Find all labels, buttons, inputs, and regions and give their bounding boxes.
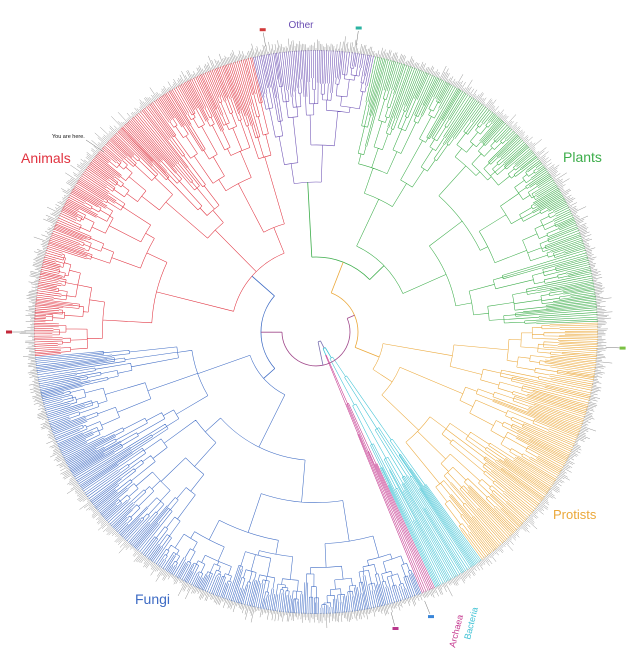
leaf-tip-layer: [19, 36, 613, 629]
marker-line: [424, 600, 431, 614]
marker-flag: [6, 330, 12, 334]
clade-plants: [356, 56, 598, 324]
leaf-tips: [19, 36, 613, 629]
marker-flag: [428, 615, 434, 619]
you-are-here-pointer: [85, 139, 105, 153]
clade-archaea: [325, 354, 435, 594]
marker-line: [390, 612, 395, 626]
backbone-eukaryote-a: [330, 261, 380, 358]
group-label-protists: Protists: [553, 507, 597, 522]
you-are-here-label: You are here.: [52, 134, 85, 140]
marker-line: [262, 32, 266, 47]
clade-bacteria: [329, 356, 482, 588]
group-label-plants: Plants: [563, 149, 602, 165]
backbone-eukaryote-b: [260, 314, 355, 367]
backbone-animals-fungi: [251, 275, 276, 379]
clade-protists: [372, 322, 599, 560]
clade-animals: [33, 57, 285, 357]
marker-flag: [259, 28, 266, 32]
clade-fungi: [35, 346, 422, 615]
group-label-bacteria: Bacteria: [462, 606, 480, 640]
marker-line: [356, 30, 359, 45]
clade-other: [253, 49, 374, 184]
group-label-archaea: Archaea: [447, 614, 465, 649]
marker-flag: [392, 627, 399, 630]
backbone-other-plants: [307, 182, 385, 280]
group-label-other: Other: [288, 20, 314, 31]
branch-layer: [33, 49, 599, 615]
group-label-animals: Animals: [21, 150, 71, 166]
backbone-root: [317, 340, 325, 366]
marker-flag: [619, 346, 626, 350]
marker-line: [605, 346, 620, 349]
backbone-prokaryote: [322, 347, 332, 359]
marker-flag: [355, 26, 362, 30]
marker-layer: [6, 26, 626, 630]
group-label-fungi: Fungi: [135, 591, 170, 607]
